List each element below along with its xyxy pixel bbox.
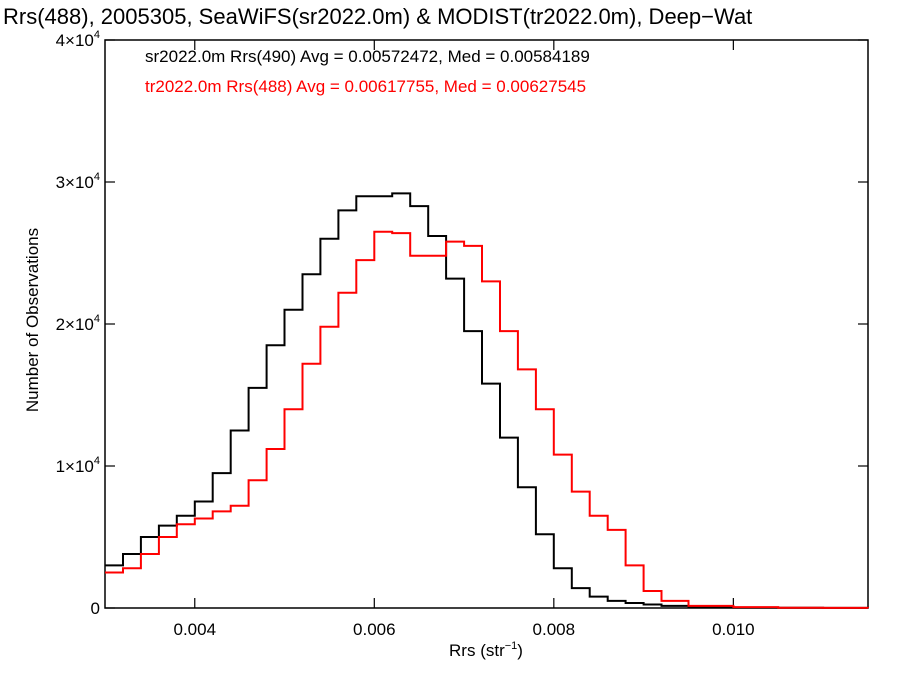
y-tick-label: 0 — [91, 599, 100, 618]
series-layer — [105, 192, 869, 609]
y-tick-label: 2×104 — [56, 313, 100, 334]
y-axis: 0 1×104 2×104 3×104 4×104 — [56, 29, 868, 618]
chart-title: Rrs(488), 2005305, SeaWiFS(sr2022.0m) & … — [3, 4, 752, 29]
plot-frame — [104, 39, 869, 609]
x-axis-label: Rrs (str−1) — [449, 640, 523, 660]
x-axis: 0.004 0.006 0.008 0.010 — [173, 40, 755, 639]
series-line-1 — [105, 192, 869, 609]
series-line-2 — [105, 230, 869, 609]
y-axis-label: Number of Observations — [23, 228, 42, 412]
legend-entry-series-1: sr2022.0m Rrs(490) Avg = 0.00572472, Med… — [145, 47, 590, 66]
y-tick-label: 4×104 — [56, 29, 100, 50]
y-tick-label: 3×104 — [56, 171, 100, 192]
y-tick-label: 1×104 — [56, 455, 100, 476]
x-tick-label: 0.006 — [353, 620, 396, 639]
x-tick-label: 0.004 — [173, 620, 216, 639]
x-tick-label: 0.010 — [712, 620, 755, 639]
x-tick-label: 0.008 — [533, 620, 576, 639]
legend-entry-series-2: tr2022.0m Rrs(488) Avg = 0.00617755, Med… — [145, 77, 586, 96]
